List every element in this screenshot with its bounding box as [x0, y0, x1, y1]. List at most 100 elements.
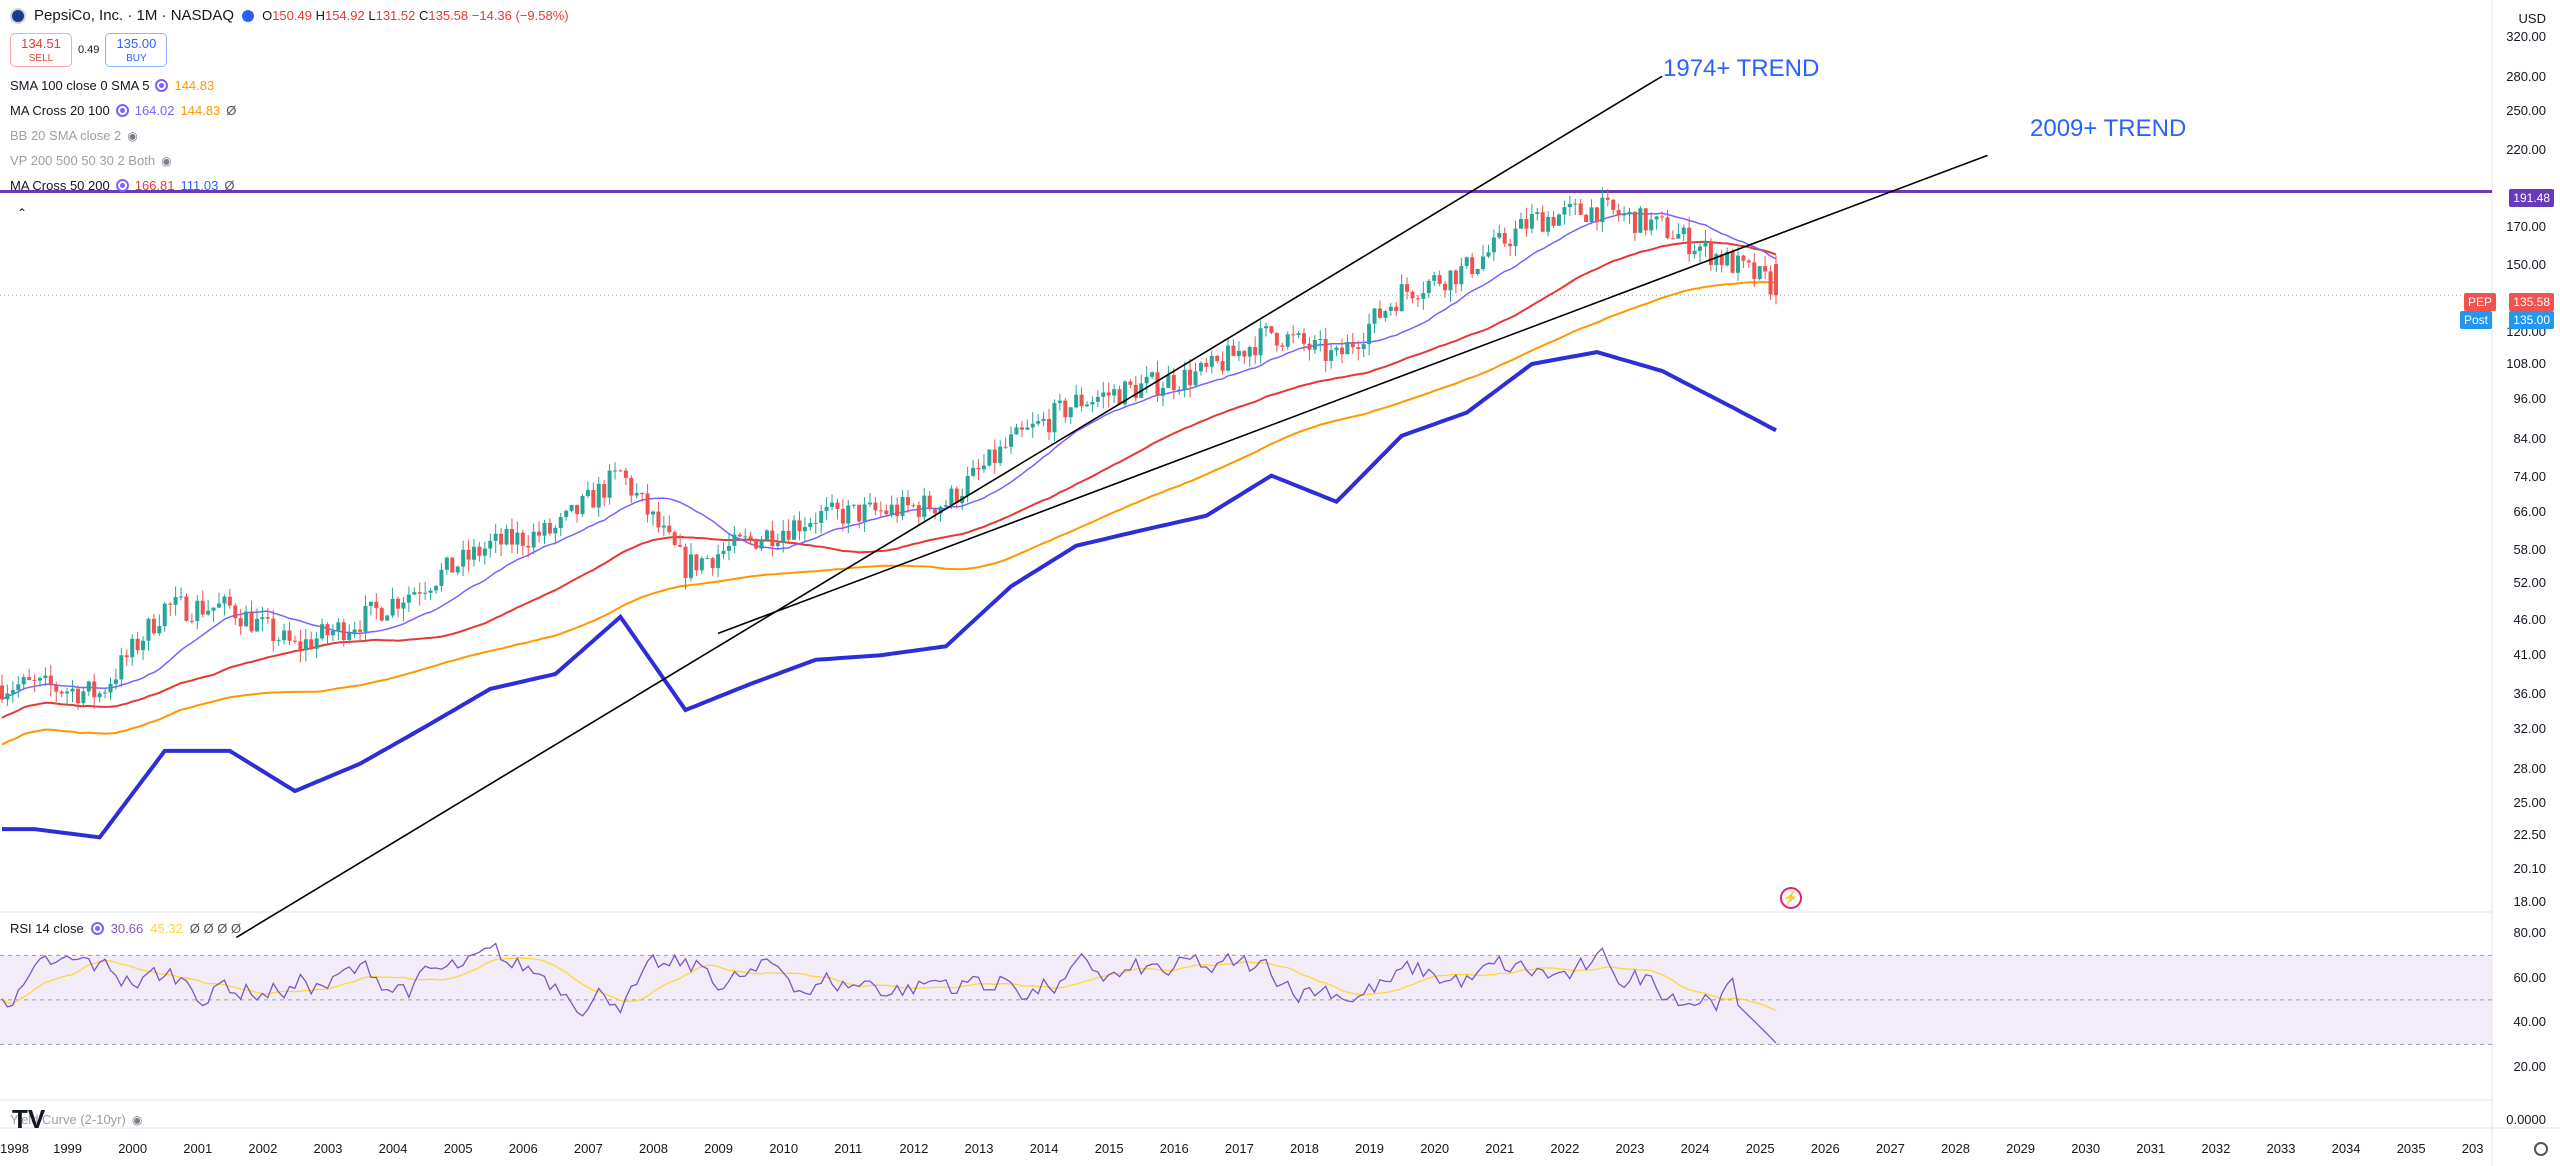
- candle: [16, 676, 21, 698]
- year-tick-label: 2017: [1224, 1141, 1254, 1156]
- year-tick-label: 203: [2461, 1141, 2484, 1156]
- candle-body: [721, 550, 726, 555]
- eye-hidden-icon[interactable]: ◉: [127, 128, 138, 143]
- candle-body: [569, 504, 574, 511]
- candle-body: [688, 554, 693, 579]
- candle: [1475, 268, 1480, 276]
- candle-body: [1660, 216, 1665, 218]
- candle-body: [1302, 333, 1306, 344]
- candle-body: [309, 639, 314, 649]
- candle: [200, 590, 205, 618]
- candle-body: [1253, 347, 1258, 356]
- candle-body: [835, 502, 840, 509]
- candle-body: [976, 467, 981, 470]
- settings-icon[interactable]: [2534, 1142, 2548, 1156]
- candle: [1676, 223, 1681, 239]
- gear-icon[interactable]: [155, 79, 169, 92]
- sell-button[interactable]: 134.51 SELL: [10, 33, 72, 67]
- candle: [92, 673, 97, 709]
- price-tick-label: 220.00: [2506, 141, 2546, 157]
- candle-body: [705, 558, 710, 560]
- candle-body: [141, 640, 146, 651]
- candle: [954, 486, 959, 509]
- candle-body: [515, 532, 520, 545]
- eye-hidden-icon[interactable]: ◉: [131, 1112, 143, 1127]
- candle: [385, 614, 390, 621]
- candle: [1150, 371, 1155, 380]
- candle: [363, 595, 368, 641]
- candle: [1318, 330, 1323, 352]
- annotation-1974-trend[interactable]: 1974+ TREND: [1663, 55, 1820, 82]
- eye-hidden-icon[interactable]: ◉: [161, 153, 172, 168]
- indicator-legend-row[interactable]: BB 20 SMA close 2 ◉: [10, 128, 138, 143]
- candle-body: [135, 638, 140, 651]
- rsi-legend: RSI 14 close 30.66 45.32 Ø Ø Ø Ø: [10, 921, 241, 936]
- price-tick-label: 74.00: [2513, 469, 2546, 485]
- trade-panel: 134.51 SELL 0.49 135.00 BUY: [10, 33, 168, 67]
- gear-icon[interactable]: [115, 104, 129, 117]
- candle: [21, 674, 26, 689]
- year-tick-label: 2002: [248, 1141, 278, 1156]
- candle-body: [1437, 275, 1442, 284]
- spread-value: 0.49: [78, 44, 100, 56]
- candle: [1334, 345, 1339, 357]
- candle-body: [1725, 251, 1730, 266]
- year-tick-label: 2009: [704, 1141, 734, 1156]
- indicator-legend-row[interactable]: MA Cross 50 200 166.81 111.03 Ø: [10, 178, 234, 193]
- candle: [282, 623, 287, 645]
- rsi-ma-line: [1, 957, 1777, 1011]
- candle-body: [1052, 403, 1057, 433]
- yield-curve-label[interactable]: Yield Curve (2-10yr): [10, 1112, 126, 1127]
- rsi-label[interactable]: RSI 14 close: [10, 921, 84, 936]
- indicator-legend-row[interactable]: MA Cross 20 100 164.02 144.83 Ø: [10, 103, 236, 118]
- candle-body: [1632, 211, 1637, 233]
- candle-body: [1676, 233, 1681, 239]
- candle-body: [1681, 227, 1686, 234]
- candle: [499, 528, 504, 557]
- candle-body: [656, 511, 661, 528]
- candle-body: [1611, 199, 1616, 210]
- candle: [792, 515, 797, 541]
- candle: [1459, 257, 1464, 292]
- candle: [423, 581, 428, 600]
- gear-icon[interactable]: [115, 179, 129, 192]
- candle-body: [1556, 214, 1561, 226]
- candle: [1220, 351, 1225, 375]
- candle: [1453, 269, 1458, 294]
- candle-body: [1394, 306, 1399, 312]
- candle-body: [1117, 389, 1122, 405]
- candle-body: [200, 600, 205, 615]
- buy-button[interactable]: 135.00 BUY: [105, 33, 168, 67]
- candle-body: [868, 502, 872, 505]
- indicator-legend-row[interactable]: SMA 100 close 0 SMA 5 144.83: [10, 78, 214, 93]
- candle-body: [1215, 355, 1220, 362]
- candle: [737, 532, 742, 538]
- candle-body: [1155, 372, 1160, 396]
- candle: [238, 609, 243, 635]
- annotation-2009-trend[interactable]: 2009+ TREND: [2030, 115, 2187, 142]
- candle-body: [781, 530, 786, 543]
- candle: [108, 677, 113, 700]
- candle: [1264, 322, 1269, 337]
- candle-body: [1692, 250, 1697, 255]
- collapse-legend-button[interactable]: ⌃: [16, 206, 28, 220]
- currency-label[interactable]: USD: [2518, 11, 2546, 26]
- candle: [1589, 199, 1594, 225]
- candle: [1535, 207, 1540, 221]
- candle: [1638, 205, 1643, 233]
- year-tick-label: 2020: [1420, 1141, 1450, 1156]
- year-tick-label: 2031: [2136, 1141, 2166, 1156]
- candle: [1106, 382, 1111, 408]
- pepsico-logo-icon: [10, 7, 26, 24]
- candle: [0, 674, 4, 703]
- candle-body: [1220, 361, 1225, 371]
- lightning-icon[interactable]: ⚡: [1780, 887, 1802, 909]
- candle: [32, 674, 37, 692]
- gear-icon[interactable]: [90, 922, 104, 935]
- symbol-title[interactable]: PepsiCo, Inc. · 1M · NASDAQ: [34, 7, 235, 24]
- candle: [1302, 328, 1306, 351]
- candle-body: [1030, 423, 1035, 428]
- candle-body: [1399, 284, 1404, 312]
- indicator-legend-row[interactable]: VP 200 500 50 30 2 Both ◉: [10, 153, 172, 168]
